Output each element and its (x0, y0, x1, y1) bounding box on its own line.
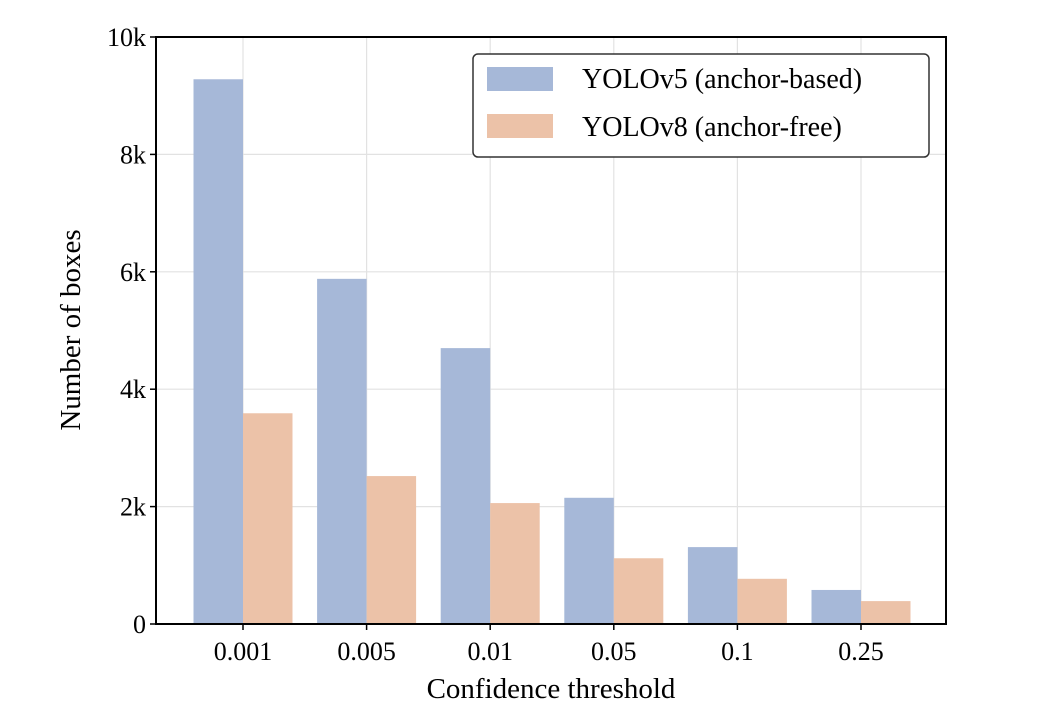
bar-yolov5-0.005 (317, 278, 367, 624)
bar-yolov8-0.05 (613, 558, 664, 624)
x-axis: 0.001 0.005 0.01 0.05 0.1 0.25 (214, 624, 884, 666)
x-tick-label: 0.005 (337, 637, 396, 666)
x-tick-label: 0.25 (838, 637, 884, 666)
x-tick-label: 0.1 (721, 637, 754, 666)
y-tick-label: 0 (133, 610, 146, 639)
legend-frame (472, 53, 930, 158)
bar-yolov8-0.25 (861, 601, 911, 624)
y-tick-label: 10k (107, 23, 146, 52)
bar-yolov8-0.01 (490, 503, 540, 624)
bar-yolov5-0.25 (811, 589, 861, 624)
legend-label-yolov8: YOLOv8 (anchor-free) (582, 112, 842, 143)
x-tick-label: 0.001 (214, 637, 273, 666)
bar-yolov8-0.1 (737, 578, 787, 624)
y-axis-label: Number of boxes (55, 229, 87, 430)
x-tick-label: 0.01 (467, 637, 513, 666)
legend: YOLOv5 (anchor-based) YOLOv8 (anchor-fre… (472, 53, 930, 158)
y-tick-label: 2k (120, 493, 146, 522)
bar-yolov8-0.001 (243, 413, 293, 624)
legend-label-yolov5: YOLOv5 (anchor-based) (582, 64, 862, 95)
legend-swatch-yolov8 (487, 114, 553, 138)
y-tick-label: 8k (120, 140, 146, 169)
legend-swatch-yolov5 (487, 67, 553, 91)
y-axis: 0 2k 4k 6k 8k 10k (107, 23, 156, 639)
x-tick-label: 0.05 (591, 637, 637, 666)
x-axis-label: Confidence threshold (427, 673, 676, 705)
bar-yolov5-0.001 (193, 79, 243, 625)
y-tick-label: 4k (120, 375, 146, 404)
y-tick-label: 6k (120, 258, 146, 287)
bar-yolov5-0.1 (687, 547, 738, 624)
bar-yolov5-0.05 (564, 497, 614, 624)
bar-yolov5-0.01 (440, 348, 491, 624)
plot-frame (155, 36, 947, 625)
bars (193, 79, 911, 625)
bar-yolov8-0.005 (366, 476, 417, 624)
